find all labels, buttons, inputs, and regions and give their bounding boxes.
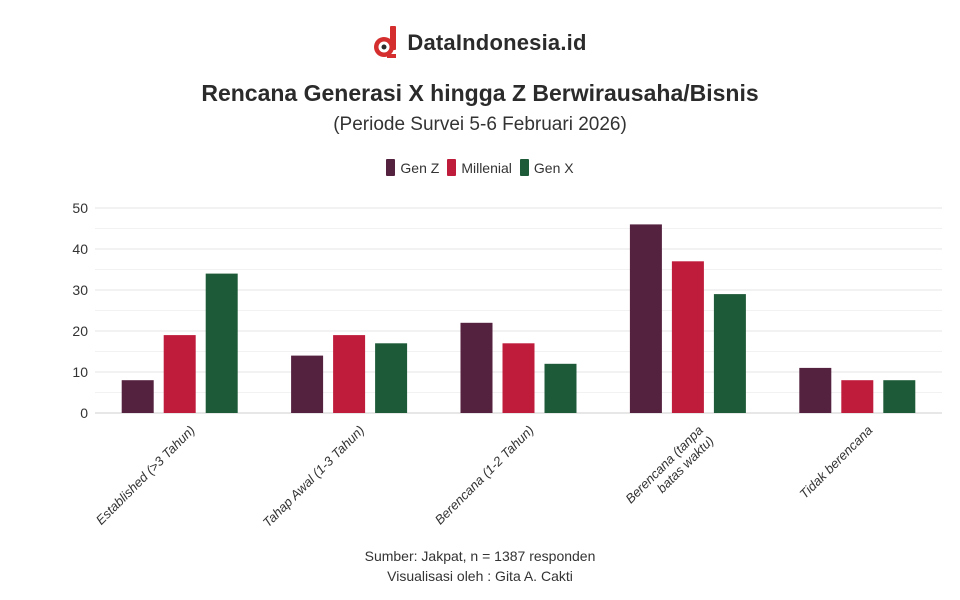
x-tick-label-line: Tidak berencana (796, 423, 875, 502)
bar-millenial (333, 335, 366, 413)
bar-chart: 0 10 20 30 40 50 Established (>3 Tahun) Tahap A… (72, 200, 942, 531)
bar-millenial (841, 380, 874, 413)
x-tick-label-line: Tahap Awal (1-3 Tahun) (260, 423, 368, 531)
x-tick-label: Tidak berencana (796, 423, 875, 502)
y-tick-label: 30 (72, 282, 88, 298)
bar-gen-z (121, 380, 154, 413)
bar-gen-z (291, 355, 324, 413)
bar-gen-x (883, 380, 916, 413)
chart-title: Rencana Generasi X hingga Z Berwirausaha… (201, 80, 759, 106)
legend-item-gen-x[interactable]: Gen X (519, 159, 574, 176)
y-tick-label: 50 (72, 200, 88, 216)
source-note: Sumber: Jakpat, n = 1387 responden (364, 548, 596, 564)
chart-legend: Gen Z Millenial Gen X (0, 159, 960, 176)
legend-item-gen-z[interactable]: Gen Z (386, 159, 439, 176)
x-tick-label: Berencana (tanpabatas waktu) (622, 423, 716, 517)
legend-item-millenial[interactable]: Millenial (447, 159, 512, 176)
bar-gen-x (375, 343, 408, 413)
bar-gen-x (544, 363, 577, 413)
bar-gen-x (205, 273, 238, 413)
bar-gen-z (460, 322, 493, 413)
bar-gen-z (629, 224, 662, 413)
visualization-credit: Visualisasi oleh : Gita A. Cakti (387, 568, 573, 584)
x-tick-label: Berencana (1-2 Tahun) (432, 423, 537, 528)
legend-swatch-millenial (447, 159, 457, 176)
chart-subtitle: (Periode Survei 5-6 Februari 2026) (333, 114, 627, 135)
legend-label-millenial: Millenial (461, 159, 512, 176)
bar-gen-x (713, 294, 746, 413)
legend-label-gen-z: Gen Z (400, 159, 440, 176)
legend-swatch-gen-x (519, 159, 529, 176)
y-tick-label: 10 (72, 364, 88, 380)
chart-footer: Sumber: Jakpat, n = 1387 responden Visua… (0, 546, 960, 586)
bar-millenial (671, 261, 704, 413)
x-tick-label: Tahap Awal (1-3 Tahun) (260, 423, 368, 531)
brand-name: DataIndonesia.id (407, 30, 587, 55)
x-tick-label: Established (>3 Tahun) (93, 423, 198, 528)
bar-millenial (502, 343, 535, 413)
y-tick-label: 20 (72, 323, 88, 339)
legend-swatch-gen-z (386, 159, 396, 176)
y-tick-label: 40 (72, 241, 88, 257)
brand-header: DataIndonesia.id (0, 26, 960, 60)
x-tick-label-line: Berencana (1-2 Tahun) (432, 423, 537, 528)
bar-millenial (163, 335, 196, 413)
y-tick-label: 0 (80, 405, 88, 421)
bar-gen-z (799, 367, 832, 413)
legend-label-gen-x: Gen X (533, 159, 574, 176)
dataindonesia-logo-icon (374, 26, 397, 58)
x-tick-label-line: Established (>3 Tahun) (93, 423, 198, 528)
